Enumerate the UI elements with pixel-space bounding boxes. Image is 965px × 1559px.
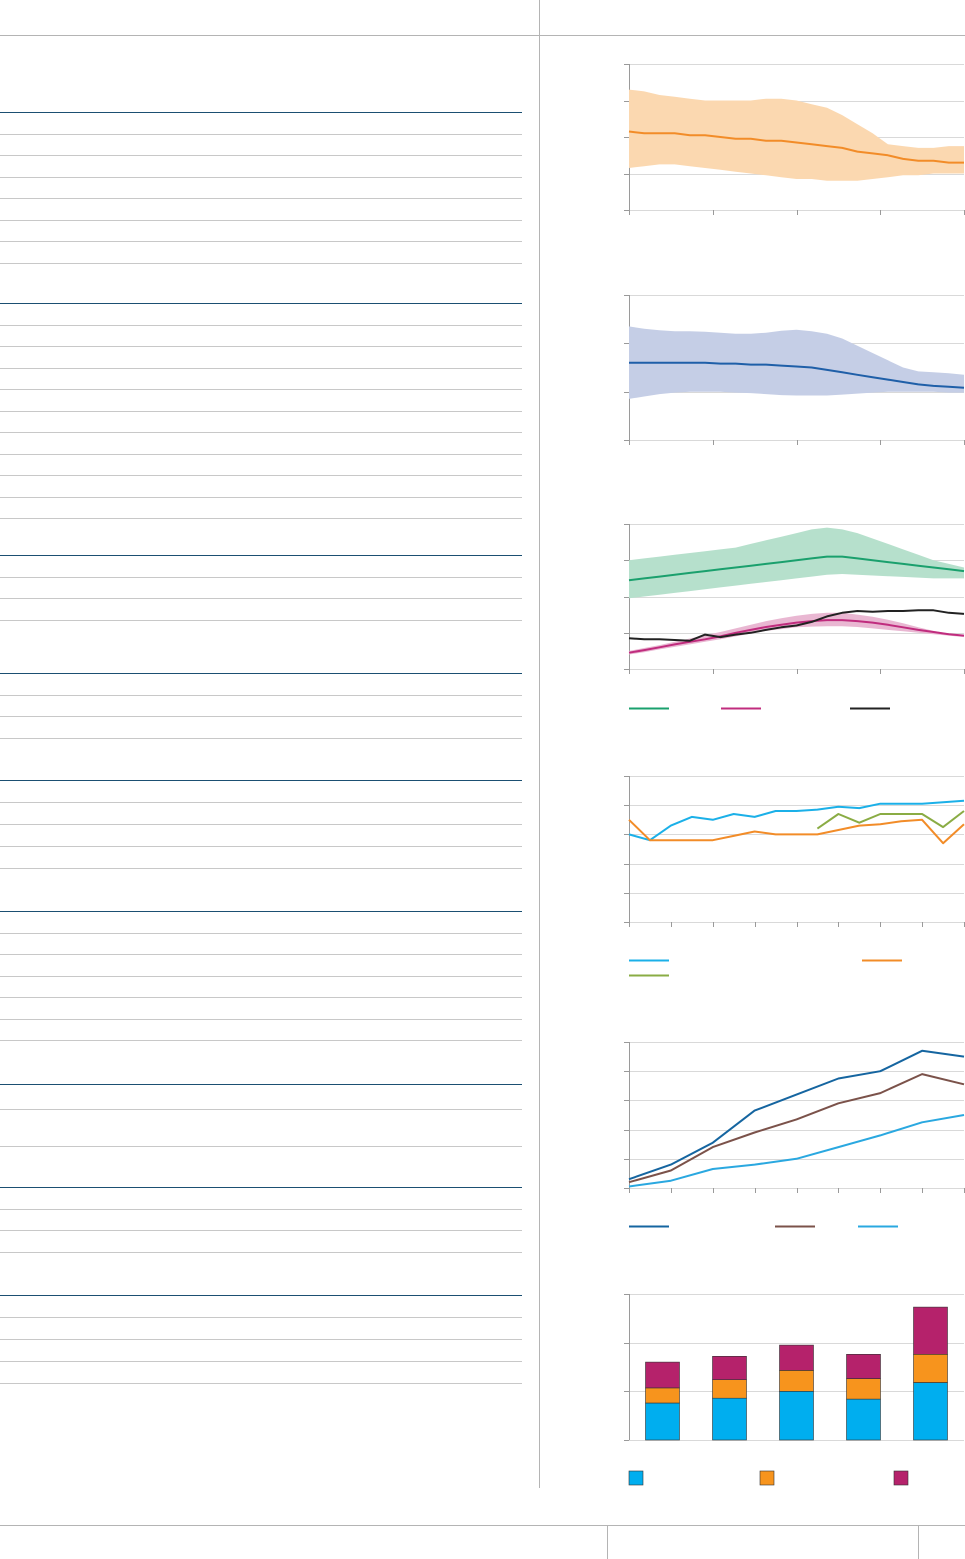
bar-segment: [779, 1391, 814, 1441]
bar-segment: [645, 1387, 680, 1404]
band-area-0: [629, 527, 964, 599]
chart-axes: [624, 1042, 965, 1193]
bar-segment: [712, 1397, 747, 1441]
bar-segment: [846, 1398, 881, 1441]
series-line-2: [628, 1114, 965, 1188]
bar-segment: [645, 1361, 680, 1389]
bar-segment: [712, 1356, 747, 1381]
bar-segment: [712, 1379, 747, 1399]
footer-center: [615, 1535, 915, 1553]
bar-segment: [779, 1370, 814, 1392]
series-line-2: [816, 810, 965, 830]
band-area-0: [629, 326, 964, 399]
bar-segment: [846, 1354, 881, 1379]
bar-segment: [913, 1382, 948, 1441]
footer-left: [0, 1535, 600, 1553]
chart-axes: [624, 776, 965, 927]
bar-segment: [645, 1402, 680, 1441]
series-line-1: [628, 818, 965, 845]
bar-segment: [913, 1354, 948, 1383]
legend-swatch: [893, 1470, 909, 1486]
bar-segment: [913, 1306, 948, 1355]
band-area-0: [629, 89, 964, 181]
series-line-1: [628, 1073, 965, 1184]
bar-segment: [846, 1378, 881, 1400]
footer-page-number: [925, 1535, 963, 1553]
legend-swatch: [628, 1470, 644, 1486]
legend-swatch: [759, 1470, 775, 1486]
bar-segment: [779, 1344, 814, 1371]
chart-axes: [624, 295, 965, 445]
